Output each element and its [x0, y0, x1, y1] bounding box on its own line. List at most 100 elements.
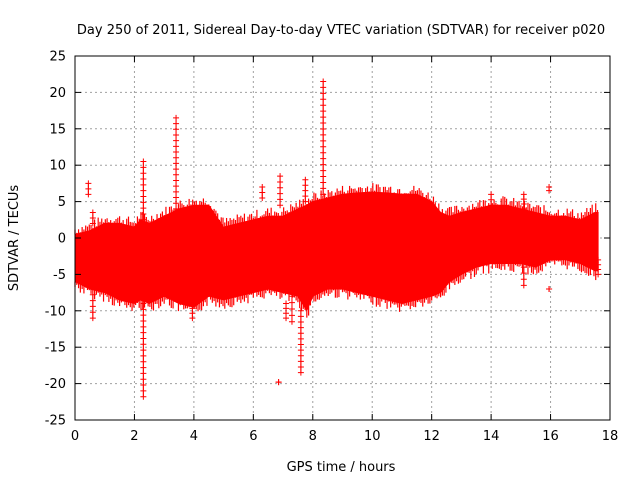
- plus-marker: [297, 347, 304, 354]
- plus-marker: [297, 369, 304, 376]
- x-tick-label: 6: [249, 429, 257, 444]
- plus-marker: [320, 191, 327, 198]
- plus-marker: [320, 155, 327, 162]
- plus-marker: [302, 187, 309, 194]
- plus-marker: [277, 196, 284, 203]
- y-tick-labels: -25 -20 -15 -10 -5 0 5 10 15 20 25: [45, 50, 66, 429]
- plus-marker: [89, 315, 96, 322]
- plus-marker: [488, 196, 495, 203]
- plus-marker: [140, 199, 147, 206]
- plus-marker: [297, 358, 304, 365]
- plus-marker: [320, 90, 327, 97]
- plus-marker: [140, 216, 147, 223]
- plus-marker: [297, 313, 304, 320]
- plus-marker: [320, 131, 327, 138]
- plus-marker: [85, 180, 92, 187]
- plus-marker: [488, 202, 495, 209]
- plus-marker: [89, 291, 96, 298]
- plus-marker: [140, 382, 147, 389]
- plus-marker: [140, 193, 147, 200]
- plus-marker: [297, 330, 304, 337]
- plus-marker: [140, 341, 147, 348]
- plus-marker: [288, 293, 295, 300]
- y-tick-label: 0: [58, 232, 66, 247]
- plus-marker: [320, 167, 327, 174]
- plus-marker: [173, 137, 180, 144]
- plus-marker: [288, 318, 295, 325]
- plus-marker: [173, 200, 180, 207]
- plus-marker: [297, 341, 304, 348]
- plus-marker: [140, 370, 147, 377]
- plus-marker: [89, 309, 96, 316]
- plus-marker: [546, 184, 553, 191]
- plus-marker: [320, 173, 327, 180]
- plus-marker: [275, 379, 282, 386]
- plus-marker: [140, 358, 147, 365]
- plus-marker: [520, 270, 527, 277]
- plus-marker: [297, 335, 304, 342]
- plus-marker: [302, 182, 309, 189]
- plus-marker: [297, 324, 304, 331]
- plus-marker: [140, 158, 147, 165]
- plus-marker: [140, 364, 147, 371]
- plus-marker: [140, 335, 147, 342]
- plus-marker: [89, 285, 96, 292]
- y-tick-label: 25: [49, 50, 66, 65]
- plus-marker: [595, 256, 602, 263]
- plus-marker: [140, 306, 147, 313]
- x-tick-label: 14: [483, 429, 500, 444]
- plus-marker: [297, 364, 304, 371]
- y-tick-label: 5: [58, 195, 66, 210]
- y-tick-label: -10: [45, 304, 66, 319]
- plus-marker: [520, 282, 527, 289]
- plus-marker: [173, 143, 180, 150]
- plus-marker: [302, 176, 309, 183]
- plus-marker: [320, 120, 327, 127]
- plus-marker: [320, 137, 327, 144]
- axis-ticks: [74, 55, 611, 421]
- plus-marker: [89, 297, 96, 304]
- plus-marker: [297, 307, 304, 314]
- plus-marker: [320, 78, 327, 85]
- plus-marker: [173, 160, 180, 167]
- plus-marker: [89, 303, 96, 310]
- plus-marker: [320, 143, 327, 150]
- plus-marker: [288, 299, 295, 306]
- x-tick-label: 2: [130, 429, 138, 444]
- plus-marker: [173, 154, 180, 161]
- plus-marker: [140, 181, 147, 188]
- plus-marker: [520, 264, 527, 271]
- plus-marker: [140, 300, 147, 307]
- plus-marker: [320, 161, 327, 168]
- plus-marker: [173, 131, 180, 138]
- plus-marker: [173, 183, 180, 190]
- x-tick-label: 8: [309, 429, 317, 444]
- plus-marker: [520, 276, 527, 283]
- y-tick-label: 15: [49, 122, 66, 137]
- plus-marker: [259, 189, 266, 196]
- plus-marker: [140, 164, 147, 171]
- plus-marker: [89, 220, 96, 227]
- data-spikes: [85, 78, 602, 400]
- y-tick-label: -25: [45, 414, 66, 429]
- plus-marker: [140, 210, 147, 217]
- plus-marker: [320, 125, 327, 132]
- plus-marker: [173, 171, 180, 178]
- plus-marker: [320, 96, 327, 103]
- plus-marker: [288, 312, 295, 319]
- plus-marker: [297, 352, 304, 359]
- plus-marker: [173, 120, 180, 127]
- plus-marker: [302, 198, 309, 205]
- plus-marker: [173, 149, 180, 156]
- plus-marker: [277, 178, 284, 185]
- x-tick-label: 16: [542, 429, 559, 444]
- x-tick-labels: 0 2 4 6 8 10 12 14 16 18: [71, 429, 618, 444]
- plus-marker: [259, 194, 266, 201]
- x-tick-label: 10: [364, 429, 381, 444]
- plus-marker: [140, 176, 147, 183]
- plus-marker: [173, 177, 180, 184]
- x-tick-label: 12: [423, 429, 440, 444]
- plus-marker: [488, 191, 495, 198]
- y-axis-label: SDTVAR / TECUs: [7, 185, 22, 292]
